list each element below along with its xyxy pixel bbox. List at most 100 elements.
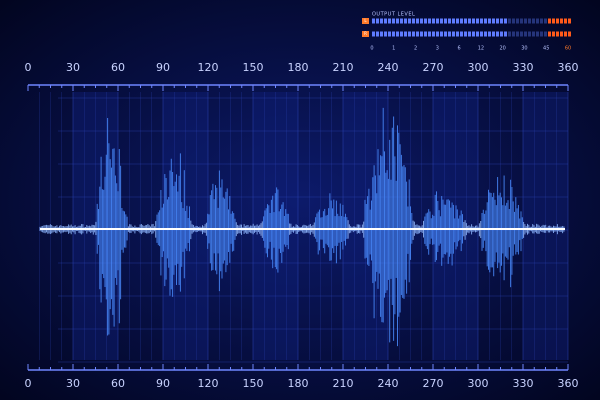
meter-segment: [464, 18, 467, 24]
scale-label: 210: [333, 377, 354, 390]
meter-segment: [544, 31, 547, 37]
scale-label: 330: [513, 377, 534, 390]
scale-label: 270: [423, 377, 444, 390]
meter-segment: [480, 18, 483, 24]
channel-label: R: [364, 31, 367, 36]
meter-segment: [520, 31, 523, 37]
meter-segment: [412, 31, 415, 37]
meter-title: OUTPUT LEVEL: [372, 12, 415, 18]
meter-segment: [432, 31, 435, 37]
meter-scale-label: 3: [436, 46, 439, 52]
channel-badge: [362, 31, 369, 37]
meter-scale-label: 1: [392, 46, 395, 52]
meter-segment: [372, 18, 375, 24]
waveform: [39, 107, 565, 347]
meter-segment: [516, 18, 519, 24]
meter-segment: [548, 18, 551, 24]
channel-badge: [362, 18, 369, 24]
meter-segment: [480, 31, 483, 37]
meter-segment: [512, 31, 515, 37]
meter-scale-label: 12: [478, 46, 484, 52]
meter-segment: [528, 18, 531, 24]
meter-segment: [436, 31, 439, 37]
scale-label: 270: [423, 61, 444, 74]
meter-segment: [384, 31, 387, 37]
meter-segment: [568, 18, 571, 24]
meter-segment: [388, 31, 391, 37]
meter-segment: [504, 18, 507, 24]
meter-segment: [564, 31, 567, 37]
meter-segment: [540, 18, 543, 24]
scale-label: 360: [558, 377, 579, 390]
channel-label: L: [364, 18, 367, 23]
meter-segment: [392, 31, 395, 37]
meter-segment: [540, 31, 543, 37]
meter-segment: [404, 31, 407, 37]
scale-label: 120: [198, 61, 219, 74]
meter-segment: [420, 18, 423, 24]
meter-segment: [448, 31, 451, 37]
meter-segment: [472, 18, 475, 24]
meter-segment: [380, 18, 383, 24]
scale-label: 330: [513, 61, 534, 74]
meter-segment: [532, 18, 535, 24]
meter-segment: [556, 18, 559, 24]
meter-segment: [532, 31, 535, 37]
meter-scale-label: 0: [370, 46, 373, 52]
meter-segment: [500, 31, 503, 37]
meter-segment: [528, 31, 531, 37]
scale-label: 30: [66, 61, 80, 74]
meter-scale-label: 6: [458, 46, 461, 52]
meter-segment: [488, 18, 491, 24]
scale-label: 120: [198, 377, 219, 390]
meter-segment: [464, 31, 467, 37]
meter-segment: [544, 18, 547, 24]
meter-segment: [476, 31, 479, 37]
meter-segment: [404, 18, 407, 24]
meter-segment: [424, 31, 427, 37]
meter-segment: [396, 31, 399, 37]
meter-segment: [548, 31, 551, 37]
meter-segment: [428, 31, 431, 37]
meter-segment: [536, 18, 539, 24]
meter-segment: [496, 18, 499, 24]
meter-segment: [512, 18, 515, 24]
output-meter: OUTPUT LEVEL LR0 1 2 3 6 12 20 30 45 60: [362, 12, 571, 52]
meter-segment: [444, 31, 447, 37]
scale-label: 210: [333, 61, 354, 74]
meter-segment: [564, 18, 567, 24]
meter-segment: [416, 31, 419, 37]
scale-label: 90: [156, 61, 170, 74]
meter-segment: [384, 18, 387, 24]
scale-label: 90: [156, 377, 170, 390]
meter-scale-label: 30: [521, 46, 527, 52]
meter-segment: [504, 31, 507, 37]
meter-segment: [452, 31, 455, 37]
meter-segment: [472, 31, 475, 37]
meter-segment: [460, 31, 463, 37]
meter-segment: [552, 31, 555, 37]
scale-label: 60: [111, 377, 125, 390]
scale-label: 0: [25, 61, 32, 74]
meter-segment: [556, 31, 559, 37]
meter-segment: [444, 18, 447, 24]
meter-segment: [468, 31, 471, 37]
meter-segment: [408, 18, 411, 24]
meter-segment: [376, 18, 379, 24]
meter-segment: [440, 18, 443, 24]
scale-label: 30: [66, 377, 80, 390]
meter-segment: [488, 31, 491, 37]
meter-segment: [492, 18, 495, 24]
meter-segment: [516, 31, 519, 37]
meter-segment: [400, 31, 403, 37]
scale-label: 0: [25, 377, 32, 390]
meter-segment: [380, 31, 383, 37]
meter-segment: [416, 18, 419, 24]
meter-segment: [432, 18, 435, 24]
meter-segment: [456, 18, 459, 24]
meter-segment: [428, 18, 431, 24]
meter-segment: [408, 31, 411, 37]
meter-segment: [524, 31, 527, 37]
scale-label: 240: [378, 61, 399, 74]
